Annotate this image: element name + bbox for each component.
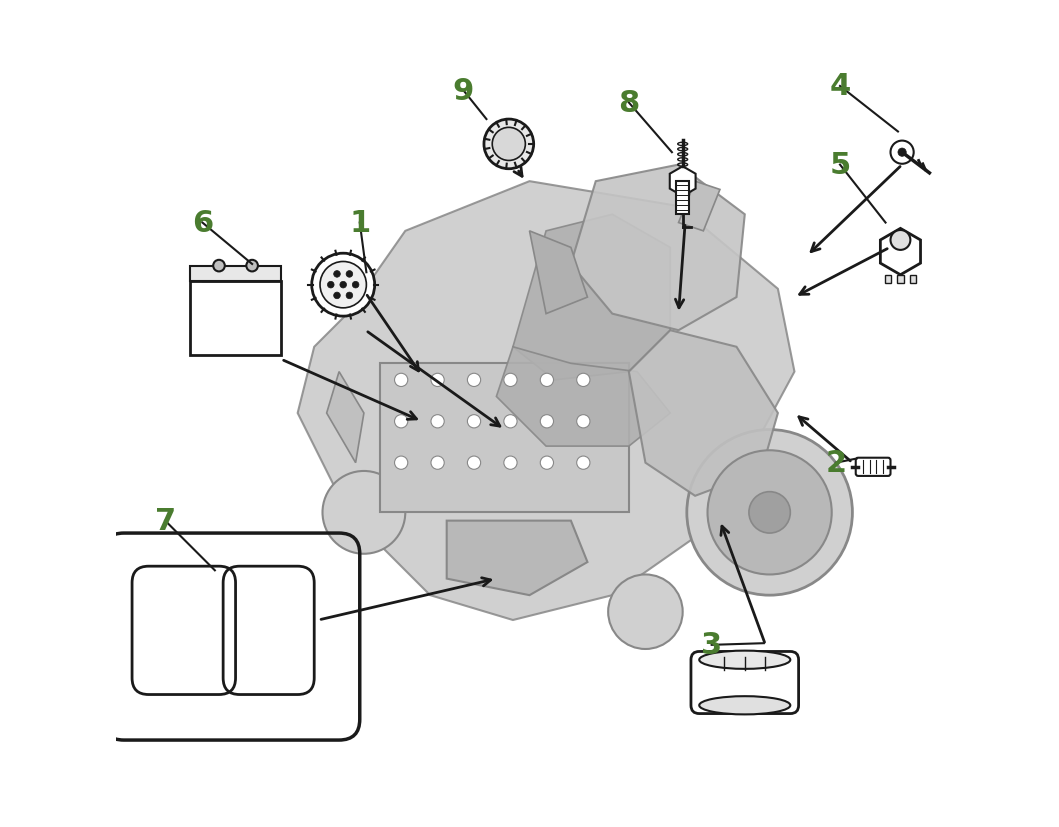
Bar <box>884 275 892 284</box>
Circle shape <box>577 374 590 387</box>
Circle shape <box>577 415 590 428</box>
Circle shape <box>431 415 444 428</box>
Polygon shape <box>880 229 920 275</box>
Polygon shape <box>447 521 588 595</box>
FancyBboxPatch shape <box>690 652 798 714</box>
Circle shape <box>749 492 790 533</box>
Circle shape <box>898 149 907 157</box>
Polygon shape <box>298 182 794 620</box>
Circle shape <box>395 415 408 428</box>
Circle shape <box>213 261 225 272</box>
Circle shape <box>346 293 353 299</box>
Text: 1: 1 <box>349 208 371 238</box>
Polygon shape <box>669 167 696 197</box>
Circle shape <box>467 415 481 428</box>
Polygon shape <box>497 347 670 447</box>
Circle shape <box>353 282 359 289</box>
Circle shape <box>540 374 554 387</box>
Circle shape <box>492 128 525 161</box>
Circle shape <box>891 231 911 251</box>
Polygon shape <box>571 165 744 331</box>
Text: 9: 9 <box>452 76 474 106</box>
Circle shape <box>504 415 517 428</box>
Circle shape <box>431 457 444 470</box>
Circle shape <box>346 271 353 278</box>
Circle shape <box>707 451 831 575</box>
Circle shape <box>467 457 481 470</box>
Circle shape <box>467 374 481 387</box>
Circle shape <box>334 293 340 299</box>
Text: 4: 4 <box>829 72 850 102</box>
Circle shape <box>334 271 340 278</box>
Bar <box>190 266 281 281</box>
Circle shape <box>431 374 444 387</box>
Circle shape <box>687 430 852 595</box>
Text: 7: 7 <box>155 506 176 536</box>
Polygon shape <box>513 215 670 380</box>
Circle shape <box>504 374 517 387</box>
Circle shape <box>395 374 408 387</box>
Polygon shape <box>326 372 364 463</box>
Text: 8: 8 <box>618 88 640 118</box>
Text: 3: 3 <box>701 630 722 660</box>
Circle shape <box>323 471 406 554</box>
Circle shape <box>247 261 258 272</box>
Polygon shape <box>530 232 588 314</box>
Ellipse shape <box>699 651 790 669</box>
Circle shape <box>311 254 375 317</box>
Bar <box>380 364 629 513</box>
Polygon shape <box>629 331 778 496</box>
Circle shape <box>484 120 534 170</box>
Text: 5: 5 <box>829 151 850 180</box>
Circle shape <box>504 457 517 470</box>
Circle shape <box>608 575 683 649</box>
Text: 6: 6 <box>192 208 213 238</box>
Circle shape <box>340 282 346 289</box>
Circle shape <box>540 457 554 470</box>
Circle shape <box>395 457 408 470</box>
Circle shape <box>577 457 590 470</box>
Bar <box>676 182 689 215</box>
FancyBboxPatch shape <box>856 458 891 476</box>
Circle shape <box>891 141 914 165</box>
Bar <box>897 275 903 284</box>
Circle shape <box>320 262 366 308</box>
Bar <box>190 281 281 356</box>
Text: 2: 2 <box>825 448 846 478</box>
Ellipse shape <box>699 696 790 715</box>
Circle shape <box>327 282 334 289</box>
Polygon shape <box>679 182 720 232</box>
Bar <box>910 275 916 284</box>
Circle shape <box>540 415 554 428</box>
